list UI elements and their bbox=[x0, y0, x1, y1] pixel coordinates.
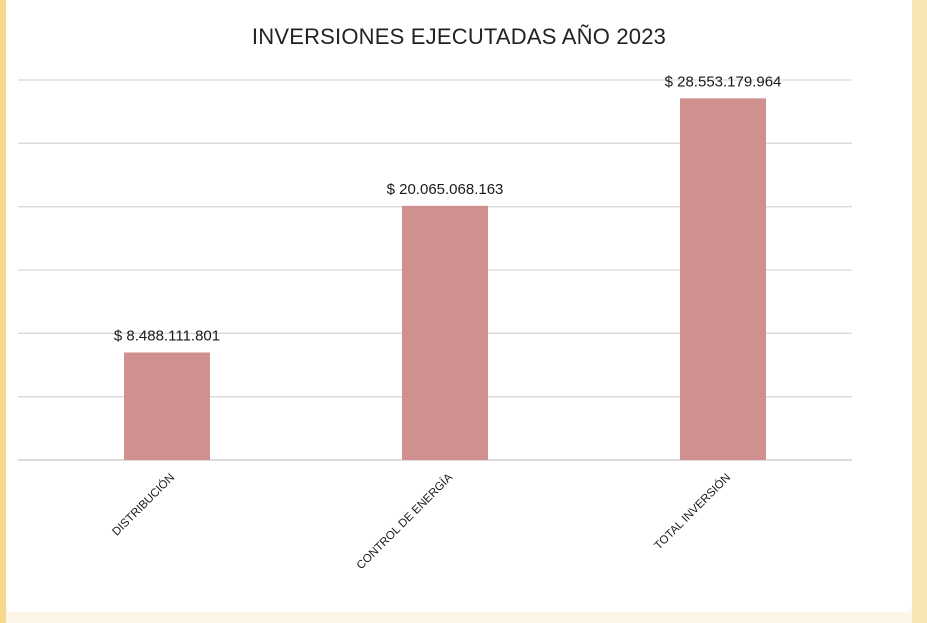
decorative-edge-right bbox=[912, 0, 927, 623]
data-label: $ 28.553.179.964 bbox=[665, 73, 782, 90]
data-label: $ 8.488.111.801 bbox=[114, 327, 220, 344]
data-labels: $ 8.488.111.801 $ 20.065.068.163 $ 28.553.… bbox=[114, 73, 782, 344]
bar bbox=[680, 98, 766, 460]
bar bbox=[402, 205, 488, 460]
x-axis-tick-labels: DISTRIBUCIÓN CONTROL DE ENERGÍA TOTAL INVE… bbox=[110, 471, 733, 572]
decorative-edge-left bbox=[0, 0, 6, 623]
x-tick-label: DISTRIBUCIÓN bbox=[110, 471, 177, 538]
bars bbox=[124, 98, 766, 460]
x-tick-label: TOTAL INVERSIÓN bbox=[652, 471, 733, 552]
data-label: $ 20.065.068.163 bbox=[387, 181, 504, 198]
x-tick-label: CONTROL DE ENERGÍA bbox=[354, 471, 455, 572]
bar bbox=[124, 352, 210, 460]
chart-title: INVERSIONES EJECUTADAS AÑO 2023 bbox=[251, 24, 667, 49]
